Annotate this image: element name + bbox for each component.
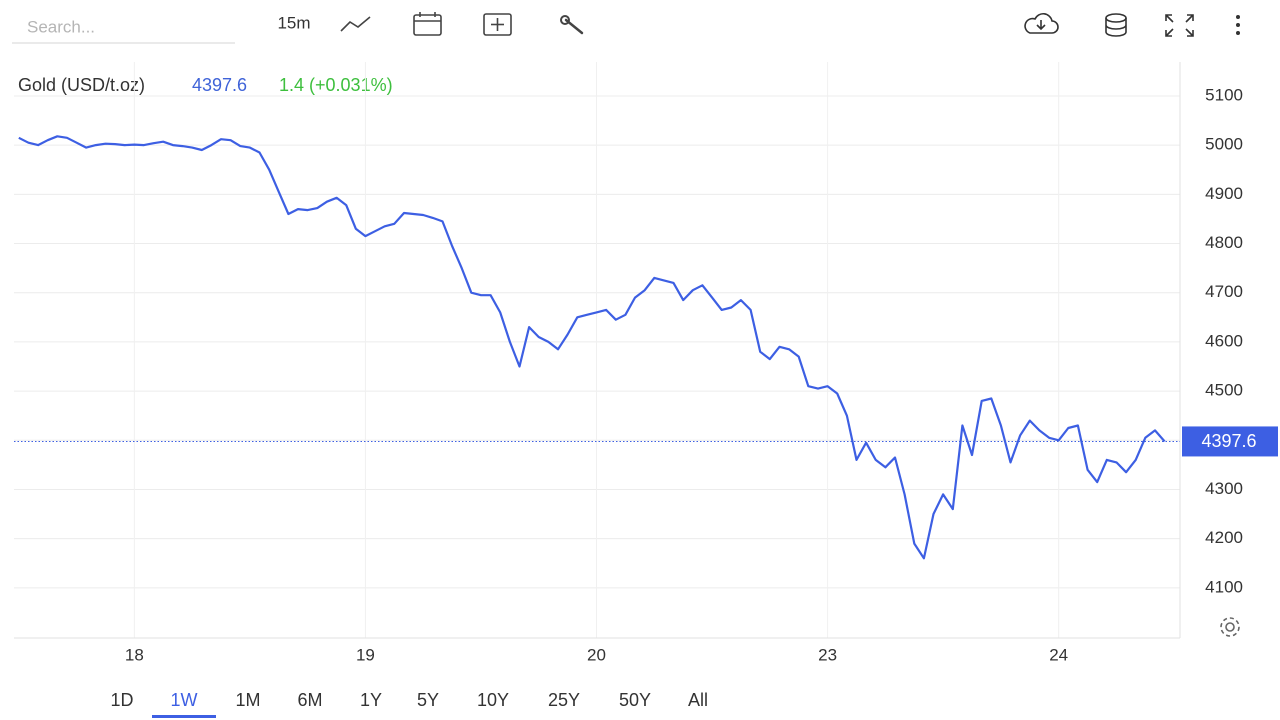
more-menu-icon[interactable] xyxy=(1236,15,1240,35)
range-button[interactable]: All xyxy=(688,690,708,710)
last-price-label: 4397.6 xyxy=(1201,431,1256,451)
x-tick-label: 18 xyxy=(125,645,144,664)
last-price: 4397.6 xyxy=(192,75,247,95)
x-tick-label: 19 xyxy=(356,645,375,664)
range-button[interactable]: 6M xyxy=(297,690,322,710)
y-tick-label: 5000 xyxy=(1205,135,1243,154)
x-tick-label: 24 xyxy=(1049,645,1068,664)
cloud-download-icon[interactable] xyxy=(1024,13,1059,34)
search-input[interactable]: Search... xyxy=(27,17,95,36)
active-range-underline xyxy=(152,715,216,718)
chart-type-icon[interactable] xyxy=(340,16,371,32)
price-change: 1.4 (+0.031%) xyxy=(279,75,393,95)
add-indicator-icon[interactable] xyxy=(483,13,512,36)
y-tick-label: 4500 xyxy=(1205,381,1243,400)
y-tick-label: 4700 xyxy=(1205,282,1243,301)
x-tick-label: 20 xyxy=(587,645,606,664)
settings-wrench-icon[interactable] xyxy=(560,15,584,35)
instrument-name: Gold (USD/t.oz) xyxy=(18,75,145,95)
y-tick-label: 4300 xyxy=(1205,479,1243,498)
y-tick-label: 5100 xyxy=(1205,85,1243,104)
fullscreen-icon[interactable] xyxy=(1165,14,1194,37)
y-tick-label: 4600 xyxy=(1205,331,1243,350)
y-tick-label: 4900 xyxy=(1205,184,1243,203)
range-button[interactable]: 1M xyxy=(235,690,260,710)
chart-settings-icon[interactable] xyxy=(1220,617,1240,637)
price-line xyxy=(18,135,1166,560)
range-button[interactable]: 1Y xyxy=(360,690,382,710)
x-tick-label: 23 xyxy=(818,645,837,664)
range-button[interactable]: 1W xyxy=(171,690,198,710)
range-button[interactable]: 10Y xyxy=(477,690,509,710)
range-button[interactable]: 1D xyxy=(110,690,133,710)
range-button[interactable]: 5Y xyxy=(417,690,439,710)
last-price-tag xyxy=(1182,426,1278,457)
range-button[interactable]: 50Y xyxy=(619,690,651,710)
y-tick-label: 4800 xyxy=(1205,233,1243,252)
interval-button[interactable]: 15m xyxy=(277,13,310,32)
range-button[interactable]: 25Y xyxy=(548,690,580,710)
database-icon[interactable] xyxy=(1105,13,1127,37)
plot-area: 4100420043004400450046004700480049005000… xyxy=(14,62,1278,664)
calendar-icon[interactable] xyxy=(413,12,442,36)
y-tick-label: 4200 xyxy=(1205,528,1243,547)
range-selector: 1D 1W 1M 6M 1Y 5Y 10Y 25Y 50Y All xyxy=(110,690,708,718)
y-tick-label: 4100 xyxy=(1205,577,1243,596)
